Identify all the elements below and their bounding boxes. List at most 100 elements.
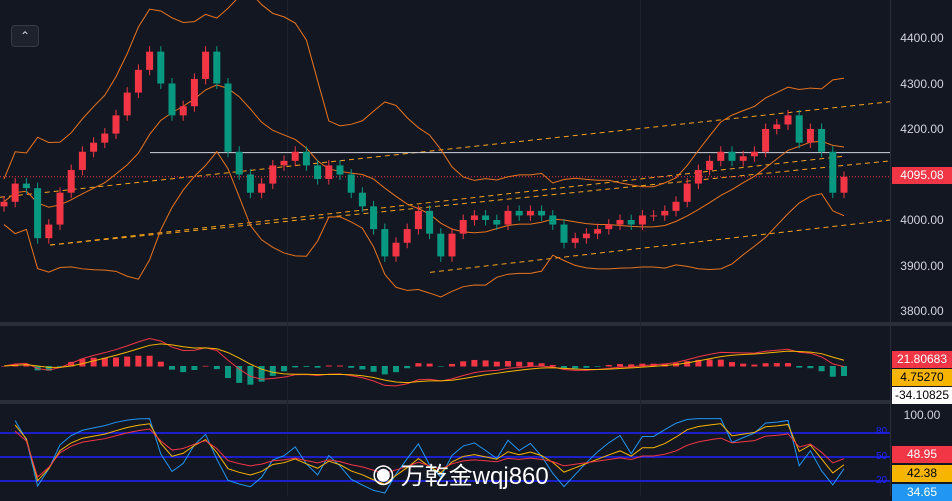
candle-body	[571, 238, 579, 243]
candle-body	[504, 210, 512, 225]
macd-histogram-bar	[583, 366, 590, 368]
macd-histogram-bar	[169, 366, 175, 370]
macd-histogram-bar	[303, 366, 310, 367]
candle-body	[739, 156, 747, 161]
rsi12-value: 42.38	[892, 465, 952, 482]
macd-histogram-bar	[281, 366, 287, 372]
candle-body	[515, 210, 523, 216]
macd-histogram-bar	[829, 366, 836, 377]
candle-body	[526, 210, 534, 216]
macd-histogram-bar	[404, 366, 411, 369]
macd-histogram-bar	[191, 366, 198, 371]
macd-histogram-bar	[258, 366, 265, 382]
candle-body	[179, 106, 187, 116]
macd-histogram-bar	[460, 361, 467, 367]
macd-histogram-bar	[762, 363, 769, 367]
rsi24-value: 34.65	[892, 484, 952, 501]
candle-body	[67, 169, 75, 193]
macd-histogram-bar	[695, 359, 702, 367]
candle-body	[470, 215, 478, 220]
macd-histogram-bar	[314, 366, 321, 368]
macd-histogram-bar	[269, 366, 276, 376]
macd-histogram-bar	[124, 356, 131, 367]
macd-histogram-bar	[359, 366, 366, 370]
macd-histogram-bar	[729, 362, 735, 367]
candle-body	[627, 220, 635, 225]
candle-body	[605, 224, 613, 230]
candle-body	[594, 229, 602, 234]
price-tick: 3800.00	[900, 304, 944, 318]
candle-body	[414, 210, 422, 230]
macd-histogram-bar	[605, 364, 612, 367]
candle-body	[123, 92, 131, 116]
candle-body	[325, 165, 333, 180]
macd-histogram-bar	[740, 363, 747, 367]
macd-histogram-bar	[527, 362, 534, 367]
macd-histogram-bar	[482, 360, 489, 367]
signal-line	[3, 343, 845, 384]
macd-histogram-bar	[717, 359, 724, 367]
candle-body	[784, 115, 792, 125]
macd-histogram-bar	[292, 366, 299, 368]
histogram-value: -34.10825	[892, 387, 952, 404]
macd-histogram-bar	[516, 361, 523, 367]
macd-histogram-bar	[157, 361, 164, 367]
candle-body	[78, 151, 86, 170]
macd-histogram-bar	[370, 366, 377, 372]
bollinger-band	[3, 84, 845, 234]
candle-body	[246, 174, 254, 193]
candle-body	[806, 129, 814, 143]
candle-body	[112, 115, 120, 134]
rsi-line	[14, 428, 845, 478]
candle-body	[157, 51, 165, 84]
rsi6-value: 48.95	[892, 446, 952, 463]
candle-body	[0, 201, 8, 207]
candle-body	[403, 229, 411, 243]
candle-body	[202, 51, 210, 79]
price-tick: 4300.00	[900, 77, 944, 91]
candle-body	[302, 151, 310, 166]
macd-histogram-bar	[337, 365, 343, 367]
candle-body	[448, 233, 456, 257]
macd-histogram-bar	[135, 355, 142, 367]
candle-body	[235, 151, 243, 175]
candle-body	[358, 192, 366, 207]
macd-histogram-bar	[415, 363, 422, 367]
candle-body	[773, 124, 781, 129]
macd-histogram-bar	[493, 361, 500, 367]
macd-histogram-bar	[773, 363, 780, 367]
candle-body	[762, 129, 770, 152]
macd-histogram-bar	[45, 366, 52, 371]
pane-separator	[0, 400, 952, 404]
price-axis-border	[890, 0, 891, 496]
macd-histogram-bar	[572, 366, 579, 369]
candle-body	[34, 188, 42, 239]
candle-body	[190, 78, 198, 107]
candle-body	[370, 206, 378, 230]
macd-histogram-bar	[617, 364, 623, 367]
grid-line	[287, 0, 288, 496]
candle-body	[750, 151, 758, 157]
macd-histogram-bar	[381, 366, 388, 375]
collapse-button[interactable]: ⌃	[11, 25, 39, 47]
macd-histogram-bar	[437, 366, 444, 367]
macd-histogram-bar	[505, 360, 511, 367]
macd-histogram-bar	[538, 363, 545, 367]
rsi-level-label: 50	[876, 451, 888, 462]
price-tick: 3900.00	[900, 259, 944, 273]
macd-histogram-bar	[561, 366, 567, 369]
pane-separator	[0, 322, 952, 326]
macd-histogram-bar	[113, 357, 119, 367]
last-price-label: 4095.08	[892, 167, 952, 184]
macd-histogram-bar	[785, 363, 791, 367]
macd-histogram-bar	[57, 366, 63, 367]
candle-body	[392, 242, 400, 257]
candle-body	[213, 51, 221, 84]
candle-body	[437, 233, 445, 257]
candle-body	[347, 174, 355, 193]
candle-body	[22, 183, 30, 189]
macd-histogram-bar	[202, 365, 209, 367]
signal-value: 4.75270	[892, 369, 952, 386]
candle-body	[168, 83, 176, 116]
